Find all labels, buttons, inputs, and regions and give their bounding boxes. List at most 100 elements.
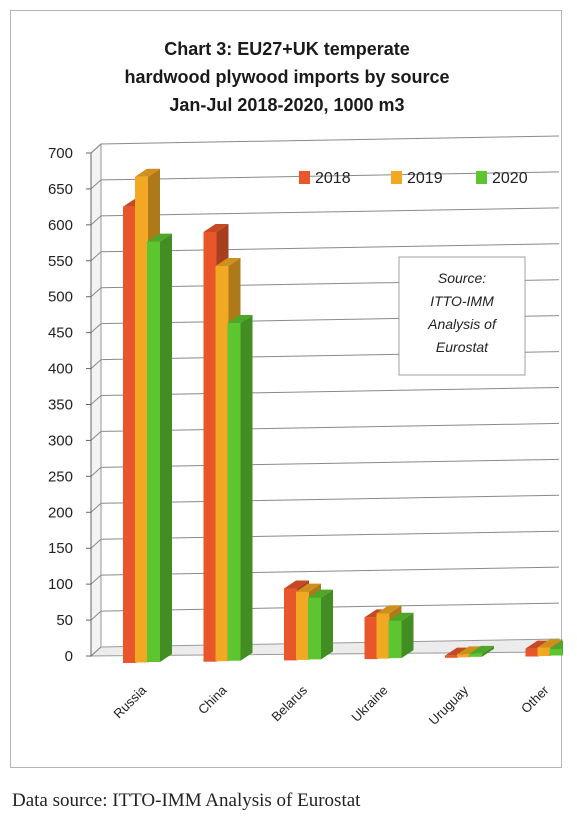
gridline <box>100 243 560 253</box>
y-tick-label: 450 <box>48 325 73 342</box>
gridline <box>100 207 560 217</box>
legend-swatch-2019 <box>391 171 402 184</box>
bar-belarus-2020 <box>308 597 321 660</box>
y-tick-label: 200 <box>48 504 73 521</box>
gridline-side <box>90 395 102 405</box>
chart-title-line-3: Jan-Jul 2018-2020, 1000 m3 <box>169 95 404 115</box>
gridline-side <box>90 466 102 477</box>
y-tick-label: 50 <box>56 612 73 629</box>
source-note-line-2: ITTO-IMM <box>430 293 494 309</box>
x-tick-label-russia: Russia <box>110 682 149 721</box>
bar-top <box>537 639 563 648</box>
bar-china-2020 <box>227 322 241 661</box>
bar-top <box>376 605 402 614</box>
bar-ukraine-2018 <box>364 617 378 660</box>
source-note-line-1: Source: <box>438 270 486 286</box>
bar-china-2019 <box>215 265 229 662</box>
y-tick-label: 700 <box>48 145 73 162</box>
chart-svg: Chart 3: EU27+UK temperate hardwood plywo… <box>48 39 563 728</box>
x-tick-label-belarus: Belarus <box>268 682 310 724</box>
bar-side <box>562 648 563 656</box>
bar-ukraine-2019 <box>376 613 390 659</box>
source-note-line-4: Eurostat <box>436 339 489 355</box>
source-note-box <box>398 256 526 376</box>
legend-swatch-2020 <box>476 171 487 184</box>
gridline <box>100 530 560 540</box>
legend-label-2019: 2019 <box>407 170 443 187</box>
bar-top <box>135 168 160 177</box>
gridline-side <box>90 251 102 262</box>
y-tick-label: 250 <box>48 468 73 485</box>
bar-belarus-2019 <box>296 591 309 660</box>
gridline-side <box>90 431 102 441</box>
gridline-side <box>90 610 102 621</box>
bar-side <box>321 589 333 660</box>
gridline-side <box>90 323 102 334</box>
bar-top <box>549 641 563 650</box>
bar-side <box>240 314 253 661</box>
bar-top <box>308 589 333 598</box>
gridline-side <box>90 646 102 657</box>
y-tick-label: 400 <box>48 361 73 378</box>
y-tick-label: 300 <box>48 432 73 449</box>
y-tick-label: 150 <box>48 540 73 557</box>
bar-top <box>203 223 229 232</box>
x-tick-label-ukraine: Ukraine <box>348 683 390 725</box>
y-tick-label: 0 <box>65 648 73 665</box>
gridline <box>100 566 560 576</box>
x-tick-label-china: China <box>195 682 230 717</box>
bar-top <box>445 647 470 656</box>
bar-other-2020 <box>549 649 563 656</box>
bar-russia-2019 <box>135 176 148 663</box>
legend-label-2018: 2018 <box>315 170 351 187</box>
gridline <box>100 422 560 432</box>
gridline-side <box>90 287 102 298</box>
bar-side <box>160 233 172 662</box>
gridline <box>100 458 560 468</box>
bar-top <box>469 645 494 654</box>
y-tick-label: 350 <box>48 397 73 414</box>
bar-uruguay-2019 <box>457 654 470 658</box>
bar-top <box>457 646 482 655</box>
bar-china-2018 <box>203 231 217 662</box>
y-tick-label: 600 <box>48 217 73 234</box>
bar-top <box>227 314 253 323</box>
chart-title-line-1: Chart 3: EU27+UK temperate <box>164 39 410 59</box>
source-note-line-3: Analysis of <box>427 316 498 332</box>
bar-top <box>388 612 414 621</box>
bar-top <box>284 580 309 589</box>
bar-ukraine-2020 <box>388 620 402 659</box>
gridline <box>100 494 560 504</box>
bar-side <box>482 645 494 657</box>
y-tick-label: 650 <box>48 181 73 198</box>
bar-side <box>401 612 414 659</box>
y-tick-label: 550 <box>48 253 73 270</box>
x-tick-label-uruguay: Uruguay <box>426 682 472 728</box>
legend-swatch-2018 <box>299 171 310 184</box>
bar-russia-2018 <box>123 206 136 663</box>
x-tick-label-other: Other <box>518 682 552 716</box>
y-tick-label: 500 <box>48 289 73 306</box>
gridline-side <box>90 574 102 585</box>
bar-uruguay-2020 <box>469 653 482 657</box>
bar-top <box>296 583 321 592</box>
bar-belarus-2018 <box>284 588 297 661</box>
bar-top <box>147 233 172 242</box>
chart-title-line-2: hardwood plywood imports by source <box>124 67 449 87</box>
bar-other-2019 <box>537 647 551 656</box>
y-tick-label: 100 <box>48 576 73 593</box>
gridline-side <box>90 215 102 226</box>
gridline-side <box>90 359 102 369</box>
legend-label-2020: 2020 <box>492 170 528 187</box>
bar-top <box>525 640 551 649</box>
gridline-side <box>90 538 102 549</box>
chart-frame: Chart 3: EU27+UK temperate hardwood plywo… <box>10 10 563 768</box>
gridline-side <box>90 502 102 513</box>
data-source-footer: Data source: ITTO-IMM Analysis of Eurost… <box>12 790 361 811</box>
gridline-side <box>90 143 102 154</box>
gridline <box>100 135 560 145</box>
bar-other-2018 <box>525 648 539 657</box>
bar-top <box>215 257 241 266</box>
bar-russia-2020 <box>147 241 160 662</box>
bar-uruguay-2018 <box>445 655 458 658</box>
